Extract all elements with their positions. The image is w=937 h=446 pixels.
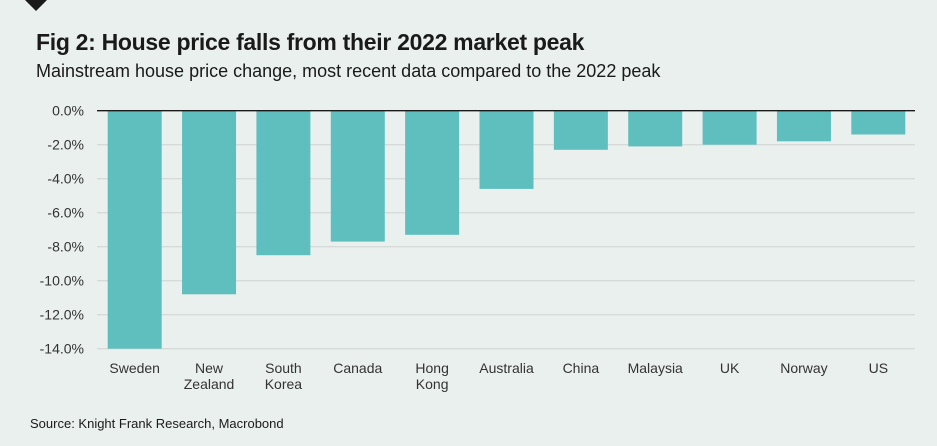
bar-south-korea <box>256 110 311 256</box>
x-category-label-line: Sweden <box>109 360 160 376</box>
x-category-label: UK <box>720 360 740 376</box>
x-category-label-line: UK <box>720 360 740 376</box>
x-category-label: Australia <box>479 360 534 376</box>
x-category-label-line: Hong <box>415 360 448 376</box>
x-category-label-line: Norway <box>780 360 827 376</box>
chart-subtitle: Mainstream house price change, most rece… <box>36 61 661 81</box>
x-category-label: Sweden <box>109 360 160 376</box>
x-category-label: China <box>563 360 600 376</box>
x-category-label: New Zealand <box>184 360 235 392</box>
bar-hong-kong <box>405 110 460 235</box>
x-category-label: Malaysia <box>628 360 683 376</box>
bar-australia <box>479 110 534 189</box>
chart-title: Fig 2: House price falls from their 2022… <box>36 29 585 55</box>
x-category-label: Hong Kong <box>415 360 448 392</box>
y-tick-label: -4.0% <box>47 171 84 187</box>
bar-uk <box>702 110 757 145</box>
source-note: Source: Knight Frank Research, Macrobond <box>30 416 284 431</box>
bar-norway <box>776 110 831 142</box>
x-category-label-line: US <box>869 360 888 376</box>
y-tick-label: -8.0% <box>47 239 84 255</box>
y-tick-label: -2.0% <box>47 137 84 153</box>
y-tick-label: -10.0% <box>40 273 84 289</box>
bar-sweden <box>107 110 162 349</box>
x-category-label-line: South <box>265 360 302 376</box>
x-category-label-line: Australia <box>479 360 534 376</box>
x-category-label: South Korea <box>265 360 303 392</box>
x-category-label-line: China <box>563 360 600 376</box>
x-category-label: Canada <box>333 360 382 376</box>
bar-us <box>851 110 906 135</box>
bar-china <box>553 110 608 150</box>
header-marker-icon <box>25 0 47 11</box>
y-tick-label: 0.0% <box>52 103 84 119</box>
x-category-label-line: Kong <box>416 376 449 392</box>
y-tick-label: -6.0% <box>47 205 84 221</box>
x-category-label-line: Korea <box>265 376 303 392</box>
x-category-label-line: Zealand <box>184 376 235 392</box>
bar-canada <box>330 110 385 242</box>
y-tick-label: -14.0% <box>40 341 84 357</box>
y-tick-label: -12.0% <box>40 307 84 323</box>
x-category-label: Norway <box>780 360 827 376</box>
bar-new-zealand <box>182 110 237 295</box>
bar-malaysia <box>628 110 683 147</box>
x-category-label-line: Malaysia <box>628 360 683 376</box>
x-category-label-line: New <box>195 360 224 376</box>
x-category-label-line: Canada <box>333 360 382 376</box>
x-category-label: US <box>869 360 888 376</box>
